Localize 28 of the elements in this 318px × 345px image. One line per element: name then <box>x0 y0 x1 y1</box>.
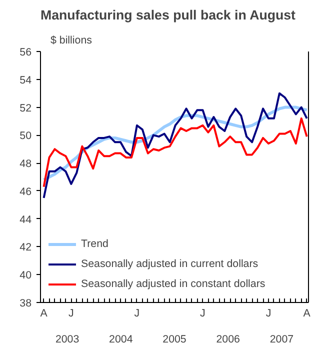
y-tick-label: 42 <box>20 242 32 254</box>
chart-title: Manufacturing sales pull back in August <box>40 8 296 22</box>
y-tick-label: 52 <box>20 102 32 114</box>
x-tick-label: J <box>266 308 272 320</box>
line-series <box>42 92 308 199</box>
y-tick-label: 44 <box>20 214 32 226</box>
x-tick-label: A <box>303 308 312 320</box>
legend-label: Seasonally adjusted in constant dollars <box>81 278 266 290</box>
line-series <box>42 117 308 188</box>
y-tick-label: 54 <box>20 74 32 86</box>
text: 2005 <box>162 334 186 345</box>
y-tick-label: 56 <box>20 46 32 58</box>
legend-label: Trend <box>81 238 108 250</box>
x-tick-label: J <box>134 308 140 320</box>
y-axis-title: $ billions <box>50 34 92 46</box>
x-tick-label: J <box>200 308 206 320</box>
x-tick-label: A <box>40 308 48 320</box>
y-tick-label: 38 <box>20 298 32 310</box>
text: 2007 <box>270 334 294 345</box>
y-tick-label: 50 <box>20 130 32 142</box>
legend-label: Seasonally adjusted in current dollars <box>81 258 258 270</box>
x-tick-label: J <box>68 308 74 320</box>
y-tick-label: 46 <box>20 186 32 198</box>
text: 2003 <box>55 334 80 345</box>
text: 2006 <box>216 334 240 345</box>
y-tick-label: 48 <box>20 158 32 170</box>
text: 2004 <box>109 334 133 345</box>
y-tick-label: 40 <box>20 270 32 282</box>
